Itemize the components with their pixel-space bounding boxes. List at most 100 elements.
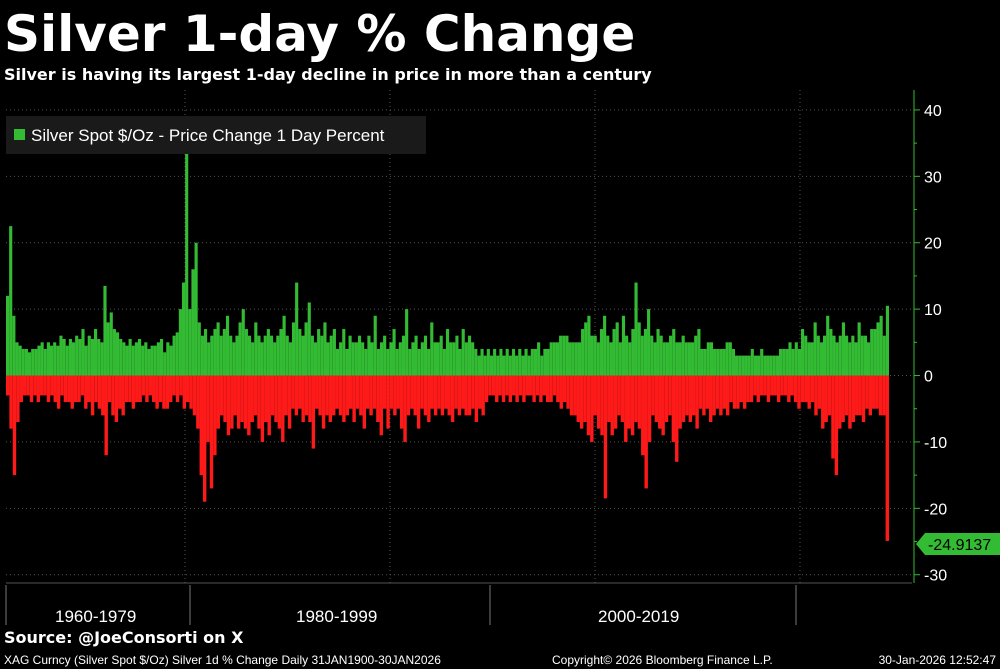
period-label-2: 2000-2019 <box>598 607 679 626</box>
x-axis-periods: 1960-1979 1980-1999 2000-2019 <box>5 582 912 626</box>
bar-negative-216 <box>739 375 743 403</box>
bar-negative-76 <box>264 375 268 422</box>
bar-negative-77 <box>267 375 271 436</box>
bar-negative-121 <box>416 375 421 429</box>
bar-positive-233 <box>738 355 742 376</box>
bar-negative-31 <box>111 375 115 416</box>
bar-positive-179 <box>568 342 572 376</box>
bar-negative-139 <box>478 375 482 409</box>
bar-positive-26 <box>87 335 91 376</box>
bar-positive-31 <box>103 285 107 376</box>
bar-negative-239 <box>817 375 822 409</box>
bar-negative-240 <box>821 375 825 429</box>
bar-negative-108 <box>372 375 377 409</box>
bar-positive-158 <box>502 355 506 376</box>
bar-negative-133 <box>457 375 462 416</box>
bar-positive-79 <box>254 322 258 376</box>
bar-positive-242 <box>766 355 770 376</box>
bar-positive-193 <box>612 329 616 376</box>
y-tick-label-2: 20 <box>924 236 942 253</box>
bar-negative-178 <box>610 375 614 436</box>
bar-negative-205 <box>702 375 706 416</box>
bar-positive-221 <box>700 348 704 376</box>
bar-positive-105 <box>335 348 340 376</box>
bar-positive-261 <box>826 315 830 376</box>
bar-positive-87 <box>279 329 283 376</box>
bar-positive-275 <box>870 329 874 376</box>
bar-negative-24 <box>87 375 91 403</box>
bar-negative-116 <box>399 375 404 429</box>
bar-positive-33 <box>109 312 113 376</box>
bar-negative-135 <box>464 375 468 416</box>
bar-negative-256 <box>875 375 879 409</box>
bar-negative-168 <box>576 375 580 422</box>
bar-positive-151 <box>480 348 484 376</box>
bar-positive-51 <box>166 342 170 376</box>
bar-positive-226 <box>716 348 720 376</box>
bar-negative-230 <box>787 375 791 403</box>
bar-negative-9 <box>36 375 40 403</box>
bar-negative-186 <box>637 375 642 429</box>
bar-negative-188 <box>644 375 648 489</box>
bar-positive-200 <box>634 282 638 376</box>
bar-negative-131 <box>450 375 455 422</box>
bar-positive-198 <box>628 342 632 376</box>
bar-negative-246 <box>841 375 845 422</box>
bar-positive-0 <box>6 295 10 376</box>
bar-positive-243 <box>769 355 773 376</box>
bar-negative-64 <box>223 375 227 422</box>
bar-positive-61 <box>197 322 201 376</box>
bar-positive-9 <box>34 348 38 376</box>
bar-negative-110 <box>379 375 383 436</box>
bar-positive-235 <box>744 355 748 376</box>
bar-negative-149 <box>512 375 516 396</box>
bar-negative-113 <box>389 375 394 409</box>
bar-positive-63 <box>203 329 208 376</box>
period-label-0: 1960-1979 <box>55 607 136 626</box>
bar-positive-236 <box>747 355 751 376</box>
bar-negative-49 <box>172 375 176 396</box>
bar-negative-236 <box>807 375 811 409</box>
bar-positive-54 <box>175 332 179 376</box>
bar-positive-212 <box>672 329 676 376</box>
bar-positive-50 <box>163 352 167 376</box>
bar-negative-50 <box>175 375 180 403</box>
bar-positive-253 <box>801 329 805 376</box>
bar-negative-28 <box>101 375 105 416</box>
bar-negative-109 <box>376 375 380 422</box>
bar-negative-69 <box>240 375 244 422</box>
bar-positive-90 <box>288 342 292 376</box>
bar-positive-27 <box>90 339 94 376</box>
bar-negative-88 <box>304 375 309 416</box>
bar-negative-138 <box>474 375 479 422</box>
bar-negative-29 <box>104 375 108 456</box>
bar-negative-71 <box>247 375 251 436</box>
bar-negative-169 <box>579 375 584 429</box>
bar-negative-203 <box>695 375 699 429</box>
bar-positive-64 <box>207 342 211 376</box>
bar-negative-105 <box>362 375 366 429</box>
bar-positive-109 <box>348 335 352 376</box>
bar-negative-8 <box>33 375 37 396</box>
bar-positive-146 <box>464 342 468 376</box>
bar-positive-155 <box>493 348 497 376</box>
bar-positive-82 <box>263 335 267 376</box>
bar-negative-40 <box>141 375 146 396</box>
bar-positive-40 <box>131 345 135 376</box>
bar-positive-167 <box>530 348 534 376</box>
bar-negative-241 <box>824 375 828 422</box>
bar-negative-191 <box>654 375 659 422</box>
bar-negative-38 <box>135 375 139 403</box>
bar-negative-20 <box>73 375 78 403</box>
bar-positive-17 <box>59 335 63 376</box>
bar-negative-100 <box>345 375 350 416</box>
bar-negative-103 <box>355 375 360 409</box>
bar-positive-97 <box>310 335 314 376</box>
bar-positive-6 <box>24 348 28 376</box>
bar-negative-185 <box>634 375 638 422</box>
bar-negative-87 <box>301 375 305 422</box>
bar-positive-4 <box>18 345 22 376</box>
bar-positive-240 <box>760 348 764 376</box>
bar-positive-95 <box>304 322 308 376</box>
bar-positive-218 <box>691 342 695 376</box>
